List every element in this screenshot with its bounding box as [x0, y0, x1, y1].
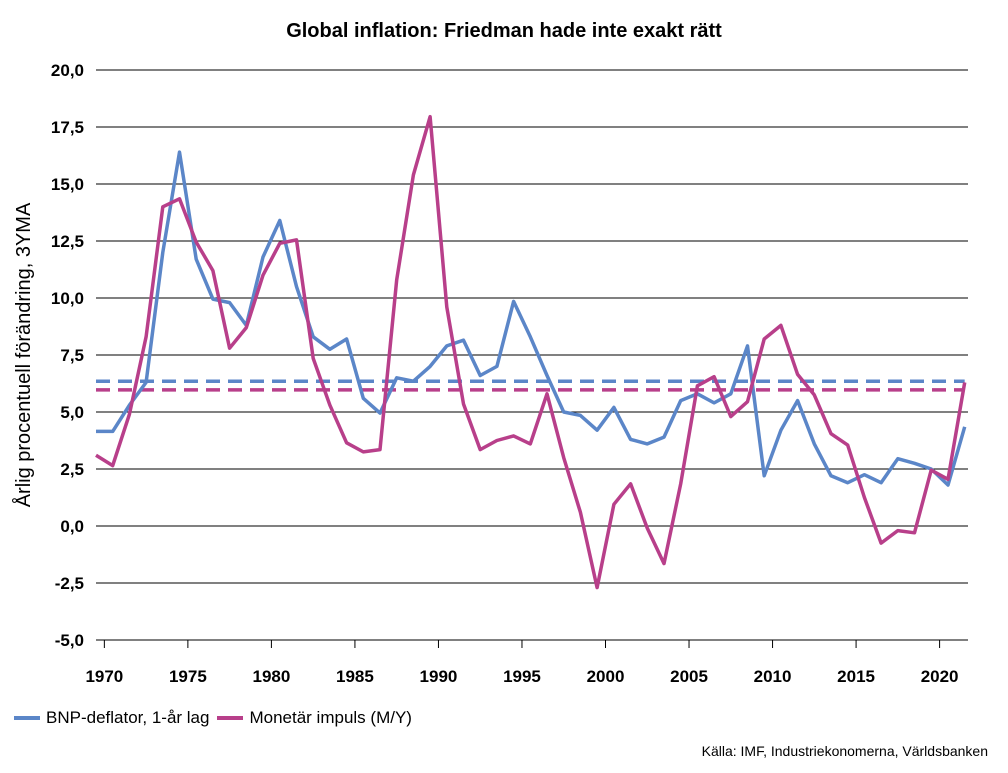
y-tick-label: 15,0	[51, 175, 84, 194]
source-note: Källa: IMF, Industriekonomerna, Världsba…	[701, 743, 988, 759]
legend-label: Monetär impuls (M/Y)	[249, 708, 412, 727]
y-tick-label: 2,5	[60, 460, 84, 479]
legend-label: BNP-deflator, 1-år lag	[46, 708, 210, 727]
y-tick-label: 5,0	[60, 403, 84, 422]
x-tick-label: 1970	[85, 667, 123, 686]
x-tick-label: 1980	[252, 667, 290, 686]
legend-item-bnp-deflator: BNP-deflator, 1-år lag	[14, 708, 209, 728]
x-tick-label: 1990	[420, 667, 458, 686]
y-tick-label: 12,5	[51, 232, 84, 251]
legend-swatch	[217, 716, 244, 720]
x-tick-label: 2005	[670, 667, 708, 686]
grid-lines	[96, 69, 968, 648]
x-tick-labels: 1970 1975 1980 1985 1990 1995 2000 2005 2010 2015…	[85, 667, 958, 686]
legend-swatch	[14, 716, 40, 720]
series-lines	[95, 114, 967, 590]
y-axis-label: Årlig procentuell förändring, 3YMA	[12, 202, 35, 507]
y-tick-label: 7,5	[60, 346, 84, 365]
x-tick-label: 2020	[921, 667, 959, 686]
x-tick-label: 1985	[336, 667, 374, 686]
average-lines	[96, 379, 965, 392]
x-tick-label: 2010	[754, 667, 792, 686]
x-tick-label: 1975	[169, 667, 207, 686]
legend-item-monetar-impuls: Monetär impuls (M/Y)	[217, 708, 412, 728]
x-tick-label: 2000	[587, 667, 625, 686]
legend: BNP-deflator, 1-år lag Monetär impuls (M…	[14, 708, 420, 728]
series-line-0	[96, 150, 967, 487]
y-tick-label: 10,0	[51, 289, 84, 308]
chart-title: Global inflation: Friedman hade inte exa…	[286, 20, 722, 42]
y-tick-labels: -5,0 -2,5 0,0 2,5 5,0 7,5 10,0 12,5 15,0 17,5 20,0	[51, 61, 84, 650]
x-tick-label: 2015	[837, 667, 875, 686]
series-line-1	[95, 114, 967, 590]
y-tick-label: 20,0	[51, 61, 84, 80]
y-tick-label: 17,5	[51, 118, 84, 137]
x-tick-label: 1995	[503, 667, 541, 686]
y-tick-label: 0,0	[60, 517, 84, 536]
y-tick-label: -5,0	[55, 631, 84, 650]
y-tick-label: -2,5	[55, 574, 84, 593]
